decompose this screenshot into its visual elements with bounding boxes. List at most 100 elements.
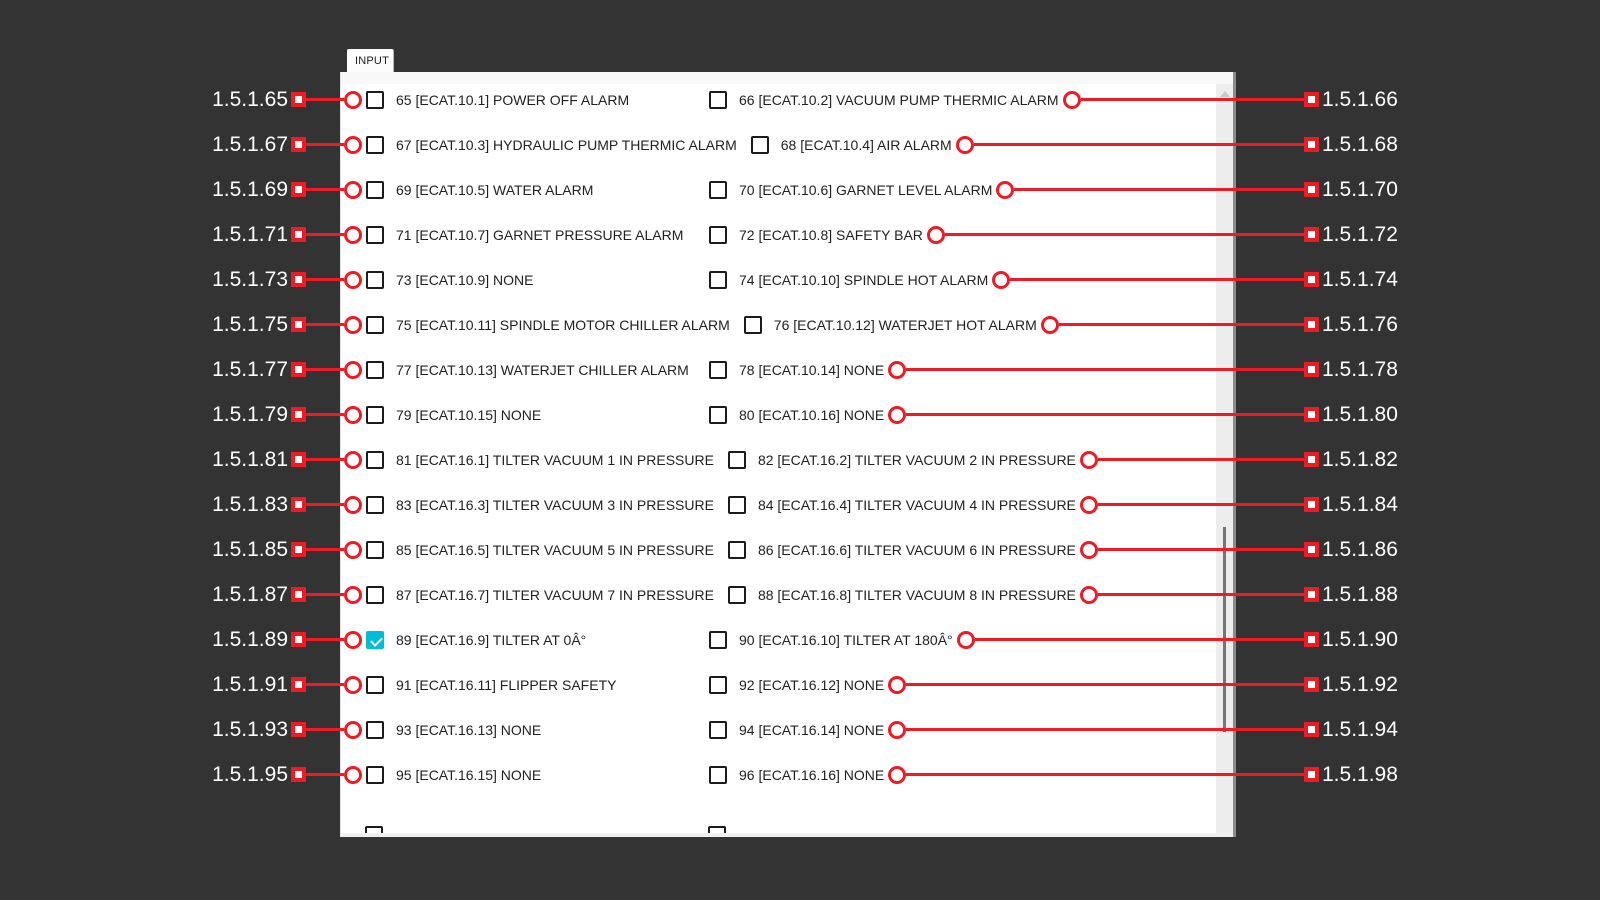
input-label: 81 [ECAT.16.1] TILTER VACUUM 1 IN PRESSU…: [396, 451, 714, 468]
left-square-marker-icon: [291, 632, 306, 647]
input-checkbox[interactable]: [727, 450, 746, 469]
input-checkbox[interactable]: [709, 90, 727, 109]
left-input-cell: 95 [ECAT.16.15] NONE: [366, 765, 709, 784]
input-checkbox[interactable]: [709, 360, 727, 379]
input-checkbox[interactable]: [709, 180, 727, 199]
input-checkbox[interactable]: [366, 630, 384, 649]
right-input-cell: 78 [ECAT.10.14] NONE: [709, 360, 884, 379]
right-circle-marker-icon: [1079, 585, 1098, 604]
right-square-marker-icon: [1304, 767, 1319, 782]
input-label: 72 [ECAT.10.8] SAFETY BAR: [739, 226, 923, 243]
left-circle-marker-icon: [344, 180, 362, 199]
io-row: 1.5.1.75 75 [ECAT.10.11] SPINDLE MOTOR C…: [200, 302, 1410, 347]
io-row: 1.5.1.67 67 [ECAT.10.3] HYDRAULIC PUMP T…: [200, 122, 1410, 167]
input-label: 67 [ECAT.10.3] HYDRAULIC PUMP THERMIC AL…: [396, 136, 737, 153]
right-wire: [974, 638, 1304, 641]
right-square-marker-icon: [1304, 677, 1319, 692]
input-checkbox[interactable]: [709, 675, 727, 694]
input-label: 79 [ECAT.10.15] NONE: [396, 406, 542, 423]
right-circle-marker-icon: [1040, 315, 1059, 334]
input-checkbox[interactable]: [750, 135, 769, 154]
input-label: 84 [ECAT.16.4] TILTER VACUUM 4 IN PRESSU…: [757, 496, 1076, 513]
input-checkbox[interactable]: [709, 225, 727, 244]
input-checkbox[interactable]: [366, 540, 384, 559]
right-ref-label: 1.5.1.70: [1322, 177, 1398, 201]
right-wire: [1097, 593, 1304, 596]
input-checkbox[interactable]: [366, 495, 384, 514]
input-checkbox[interactable]: [366, 585, 384, 604]
input-label: 88 [ECAT.16.8] TILTER VACUUM 8 IN PRESSU…: [757, 586, 1076, 603]
input-checkbox[interactable]: [366, 270, 384, 289]
input-label: 74 [ECAT.10.10] SPINDLE HOT ALARM: [739, 271, 989, 288]
input-checkbox[interactable]: [366, 180, 384, 199]
tab-label: INPUT: [355, 55, 389, 67]
input-checkbox[interactable]: [366, 225, 384, 244]
left-wire: [306, 323, 344, 326]
left-circle-marker-icon: [344, 360, 362, 379]
right-wire: [906, 728, 1304, 731]
input-checkbox[interactable]: [366, 720, 384, 739]
input-checkbox[interactable]: [727, 585, 746, 604]
right-wire: [1014, 188, 1304, 191]
input-checkbox[interactable]: [709, 405, 727, 424]
input-checkbox[interactable]: [366, 675, 384, 694]
input-checkbox[interactable]: [366, 765, 384, 784]
right-input-cell: 66 [ECAT.10.2] VACUUM PUMP THERMIC ALARM: [709, 90, 1059, 109]
right-ref-label: 1.5.1.66: [1322, 87, 1398, 111]
input-label: 69 [ECAT.10.5] WATER ALARM: [396, 181, 594, 198]
right-ref-label: 1.5.1.84: [1322, 492, 1398, 516]
input-checkbox[interactable]: [366, 405, 384, 424]
left-wire: [306, 458, 344, 461]
left-square-marker-icon: [291, 542, 306, 557]
right-wire: [906, 413, 1304, 416]
input-checkbox[interactable]: [366, 315, 384, 334]
left-ref-label: 1.5.1.85: [212, 537, 288, 561]
input-label: 83 [ECAT.16.3] TILTER VACUUM 3 IN PRESSU…: [396, 496, 714, 513]
right-wire: [1010, 278, 1304, 281]
right-square-marker-icon: [1304, 272, 1319, 287]
io-row: 1.5.1.71 71 [ECAT.10.7] GARNET PRESSURE …: [200, 212, 1410, 257]
input-label: 68 [ECAT.10.4] AIR ALARM: [780, 136, 952, 153]
left-ref-label: 1.5.1.65: [212, 87, 288, 111]
checkmark-icon: [370, 633, 383, 647]
right-circle-marker-icon: [1079, 450, 1098, 469]
input-label: 89 [ECAT.16.9] TILTER AT 0Â°: [396, 631, 587, 648]
input-checkbox[interactable]: [365, 826, 383, 833]
input-label: 73 [ECAT.10.9] NONE: [396, 271, 534, 288]
left-ref-label: 1.5.1.91: [212, 672, 288, 696]
left-ref-label: 1.5.1.83: [212, 492, 288, 516]
right-circle-marker-icon: [888, 720, 907, 739]
left-square-marker-icon: [291, 92, 306, 107]
input-label: 71 [ECAT.10.7] GARNET PRESSURE ALARM: [396, 226, 684, 243]
right-input-cell: 70 [ECAT.10.6] GARNET LEVEL ALARM: [709, 180, 992, 199]
io-row: 1.5.1.69 69 [ECAT.10.5] WATER ALARM 70 […: [200, 167, 1410, 212]
left-input-cell: 77 [ECAT.10.13] WATERJET CHILLER ALARM: [366, 360, 709, 379]
right-circle-marker-icon: [888, 405, 907, 424]
scroll-up-arrow-icon[interactable]: [1219, 91, 1230, 97]
left-wire: [306, 728, 344, 731]
tab-input[interactable]: INPUT: [347, 49, 393, 73]
input-checkbox[interactable]: [709, 765, 727, 784]
input-checkbox[interactable]: [366, 90, 384, 109]
input-checkbox[interactable]: [708, 826, 726, 833]
input-checkbox[interactable]: [366, 135, 384, 154]
right-wire: [906, 683, 1304, 686]
left-input-cell: 67 [ECAT.10.3] HYDRAULIC PUMP THERMIC AL…: [366, 135, 751, 154]
input-checkbox[interactable]: [709, 630, 727, 649]
right-input-cell: 72 [ECAT.10.8] SAFETY BAR: [709, 225, 923, 244]
input-checkbox[interactable]: [727, 540, 746, 559]
input-checkbox[interactable]: [709, 270, 727, 289]
left-input-cell: 91 [ECAT.16.11] FLIPPER SAFETY: [366, 675, 709, 694]
input-checkbox[interactable]: [366, 360, 384, 379]
right-ref-label: 1.5.1.74: [1322, 267, 1398, 291]
input-label: 82 [ECAT.16.2] TILTER VACUUM 2 IN PRESSU…: [757, 451, 1076, 468]
input-checkbox[interactable]: [727, 495, 746, 514]
right-input-cell: 82 [ECAT.16.2] TILTER VACUUM 2 IN PRESSU…: [727, 450, 1076, 469]
right-ref-label: 1.5.1.98: [1322, 762, 1398, 786]
input-checkbox[interactable]: [709, 720, 727, 739]
input-checkbox[interactable]: [366, 450, 384, 469]
right-wire: [906, 773, 1304, 776]
scrollbar-thumb[interactable]: [1223, 527, 1226, 732]
left-circle-marker-icon: [344, 495, 362, 514]
input-checkbox[interactable]: [743, 315, 762, 334]
